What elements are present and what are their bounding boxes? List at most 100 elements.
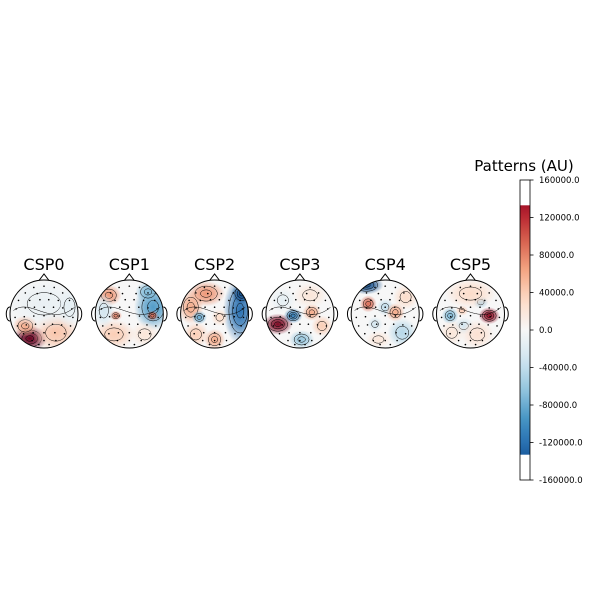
sensor-dot [213, 285, 216, 287]
sensor-dot [52, 306, 55, 309]
sensor-dot [57, 299, 60, 302]
sensor-dot [309, 331, 312, 334]
sensor-dot [205, 323, 207, 326]
sensor-dot [370, 299, 372, 302]
sensor-dot [474, 343, 477, 346]
pattern-blob [211, 308, 229, 326]
sensor-dot [22, 332, 25, 335]
sensor-dot [137, 323, 139, 326]
contour-line [269, 306, 331, 315]
sensor-dot [154, 299, 156, 302]
sensor-dot [441, 308, 444, 310]
sensor-dot [103, 299, 105, 302]
sensor-dot [391, 292, 393, 295]
contour-line [297, 336, 306, 343]
sensor-dot [496, 325, 498, 327]
sensor-dot [495, 299, 497, 302]
contour-line [190, 328, 202, 341]
sensor-dot [304, 343, 306, 346]
sensor-dot [223, 306, 225, 309]
pattern-blob [445, 280, 496, 309]
contour-line [211, 336, 218, 343]
sensor-dot [196, 324, 198, 326]
sensor-dot [194, 315, 196, 318]
sensor-dot [377, 292, 380, 295]
topomap-csp3: CSP3 [261, 255, 339, 349]
pattern-blob [302, 303, 322, 321]
sensor-dot [444, 299, 446, 302]
topomap-field [265, 280, 334, 348]
sensor-dot [231, 324, 234, 326]
sensor-dot [14, 316, 16, 319]
sensor-dot [128, 314, 131, 317]
contour-line [469, 327, 486, 342]
contour-line [150, 313, 155, 318]
sensor-dot [31, 339, 33, 342]
sensor-dot [203, 286, 206, 289]
sensor-dot [396, 339, 398, 342]
sensor-dot [299, 323, 301, 326]
contour-line [200, 289, 212, 298]
sensor-dot [72, 316, 74, 319]
sensor-dot [109, 307, 112, 309]
sensor-dot [280, 307, 283, 309]
sensor-dot [53, 315, 55, 317]
right-ear [163, 306, 168, 322]
sensor-dot [121, 292, 124, 295]
sensor-dot [481, 339, 484, 342]
sensor-dot [366, 324, 369, 326]
pattern-blob [359, 295, 377, 313]
sensor-dot [465, 298, 468, 301]
sensor-dot [124, 298, 127, 301]
pattern-blob [367, 316, 383, 332]
nose [38, 273, 50, 281]
sensor-dot [478, 323, 480, 326]
left-ear [346, 306, 352, 322]
colorbar-tick-label: -40000.0 [539, 364, 577, 374]
sensor-dot [218, 343, 221, 346]
sensor-dot [313, 299, 315, 302]
sensor-dot [25, 324, 28, 326]
sensor-dot [272, 325, 275, 327]
sensor-dot [413, 316, 415, 319]
sensor-dot [225, 339, 228, 342]
nose [465, 273, 476, 281]
head-outline [350, 279, 420, 349]
pattern-blob [365, 331, 392, 348]
sensor-dot [69, 325, 72, 327]
sensor-dot [309, 315, 311, 317]
contour-line [274, 321, 282, 327]
sensor-dot [459, 286, 462, 289]
sensor-dot [462, 292, 465, 295]
sensor-dot [232, 307, 235, 309]
sensor-dot [120, 323, 122, 326]
topomap-csp2: CSP2 [176, 255, 253, 349]
sensor-dot [288, 286, 291, 289]
sensor-dot [128, 323, 131, 326]
sensor-dot [33, 286, 35, 289]
sensor-dot [270, 316, 272, 319]
sensor-dot [138, 286, 141, 289]
sensor-dot [440, 316, 443, 319]
sensor-dot [195, 307, 197, 309]
pattern-blob [191, 310, 207, 325]
sensor-dot [50, 292, 52, 295]
sensor-dot [17, 299, 20, 302]
contour-line [290, 313, 296, 318]
sensor-dot [24, 307, 27, 309]
sensor-dot [108, 315, 111, 318]
sensor-dot [469, 285, 472, 287]
sensor-dot [47, 298, 50, 301]
sensor-dot [24, 292, 27, 294]
sensor-dot [294, 343, 296, 346]
sensor-dot [28, 299, 31, 302]
contour-line [183, 306, 246, 315]
sensor-dot [55, 339, 57, 342]
sensor-dot [480, 331, 483, 334]
sensor-dot [389, 343, 392, 346]
sensor-dot [479, 315, 482, 317]
sensor-dot [364, 332, 366, 335]
sensor-dot [228, 299, 230, 302]
sensor-dot [140, 339, 142, 342]
left-ear [176, 306, 181, 322]
